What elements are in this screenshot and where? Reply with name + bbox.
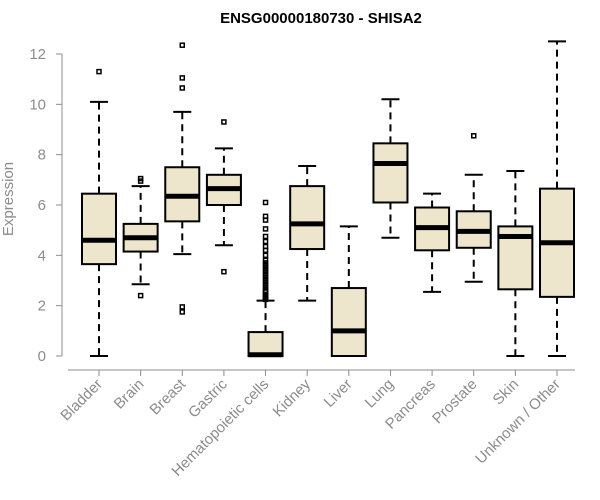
outlier-point xyxy=(96,68,102,75)
outlier-point xyxy=(262,252,269,259)
outlier-point xyxy=(262,243,269,250)
outlier-point xyxy=(179,42,186,48)
outlier-point xyxy=(470,133,477,139)
outlier-point xyxy=(262,257,269,264)
outlier-point xyxy=(262,238,269,245)
x-tick-label: Brain xyxy=(111,376,148,413)
box-hematopoietic-cells xyxy=(247,199,284,358)
x-tick-label: Liver xyxy=(321,376,356,411)
outlier-point xyxy=(179,85,186,91)
y-tick-label: 2 xyxy=(38,298,46,315)
y-axis-label: Expression xyxy=(0,162,17,236)
outlier-point xyxy=(137,292,144,299)
y-tick-label: 12 xyxy=(29,46,46,63)
outlier-point xyxy=(179,309,186,315)
outlier-point xyxy=(179,75,186,81)
box-iqr xyxy=(372,142,409,204)
outlier-point xyxy=(221,119,227,125)
outlier-point xyxy=(262,213,269,220)
box-liver xyxy=(330,225,367,357)
x-tick-label: Lung xyxy=(362,376,398,412)
x-tick-label: Skin xyxy=(490,376,523,409)
box-unknown-other xyxy=(539,40,575,357)
y-tick-label: 4 xyxy=(38,247,46,264)
y-axis-ticks: 0 2 4 6 8 10 12 xyxy=(29,46,62,365)
outlier-point xyxy=(262,233,269,240)
x-tick-label: Kidney xyxy=(270,375,315,420)
x-tick-label: Breast xyxy=(146,375,189,418)
box-iqr xyxy=(289,185,326,251)
box-skin xyxy=(497,170,534,357)
box-pancreas xyxy=(414,192,451,293)
outlier-point xyxy=(262,199,269,206)
box-brain xyxy=(122,175,159,299)
x-tick-label: Bladder xyxy=(57,376,106,425)
y-tick-label: 0 xyxy=(38,348,46,365)
y-tick-label: 6 xyxy=(38,197,46,214)
box-bladder xyxy=(81,68,117,357)
box-gastric xyxy=(205,119,242,275)
box-breast xyxy=(164,42,201,315)
box-kidney xyxy=(289,164,326,302)
box-iqr xyxy=(81,192,117,266)
box-lung xyxy=(372,98,409,239)
outlier-point xyxy=(137,178,144,184)
box-prostate xyxy=(455,133,492,283)
outlier-point xyxy=(262,226,269,232)
outlier-point xyxy=(221,268,227,275)
outlier-point xyxy=(179,304,186,310)
y-tick-label: 8 xyxy=(38,147,46,164)
x-tick-label: Prostate xyxy=(429,376,481,428)
box-series xyxy=(81,40,575,358)
chart-title: ENSG00000180730 - SHISA2 xyxy=(220,10,422,27)
y-tick-label: 10 xyxy=(29,96,46,113)
box-iqr xyxy=(330,287,367,357)
